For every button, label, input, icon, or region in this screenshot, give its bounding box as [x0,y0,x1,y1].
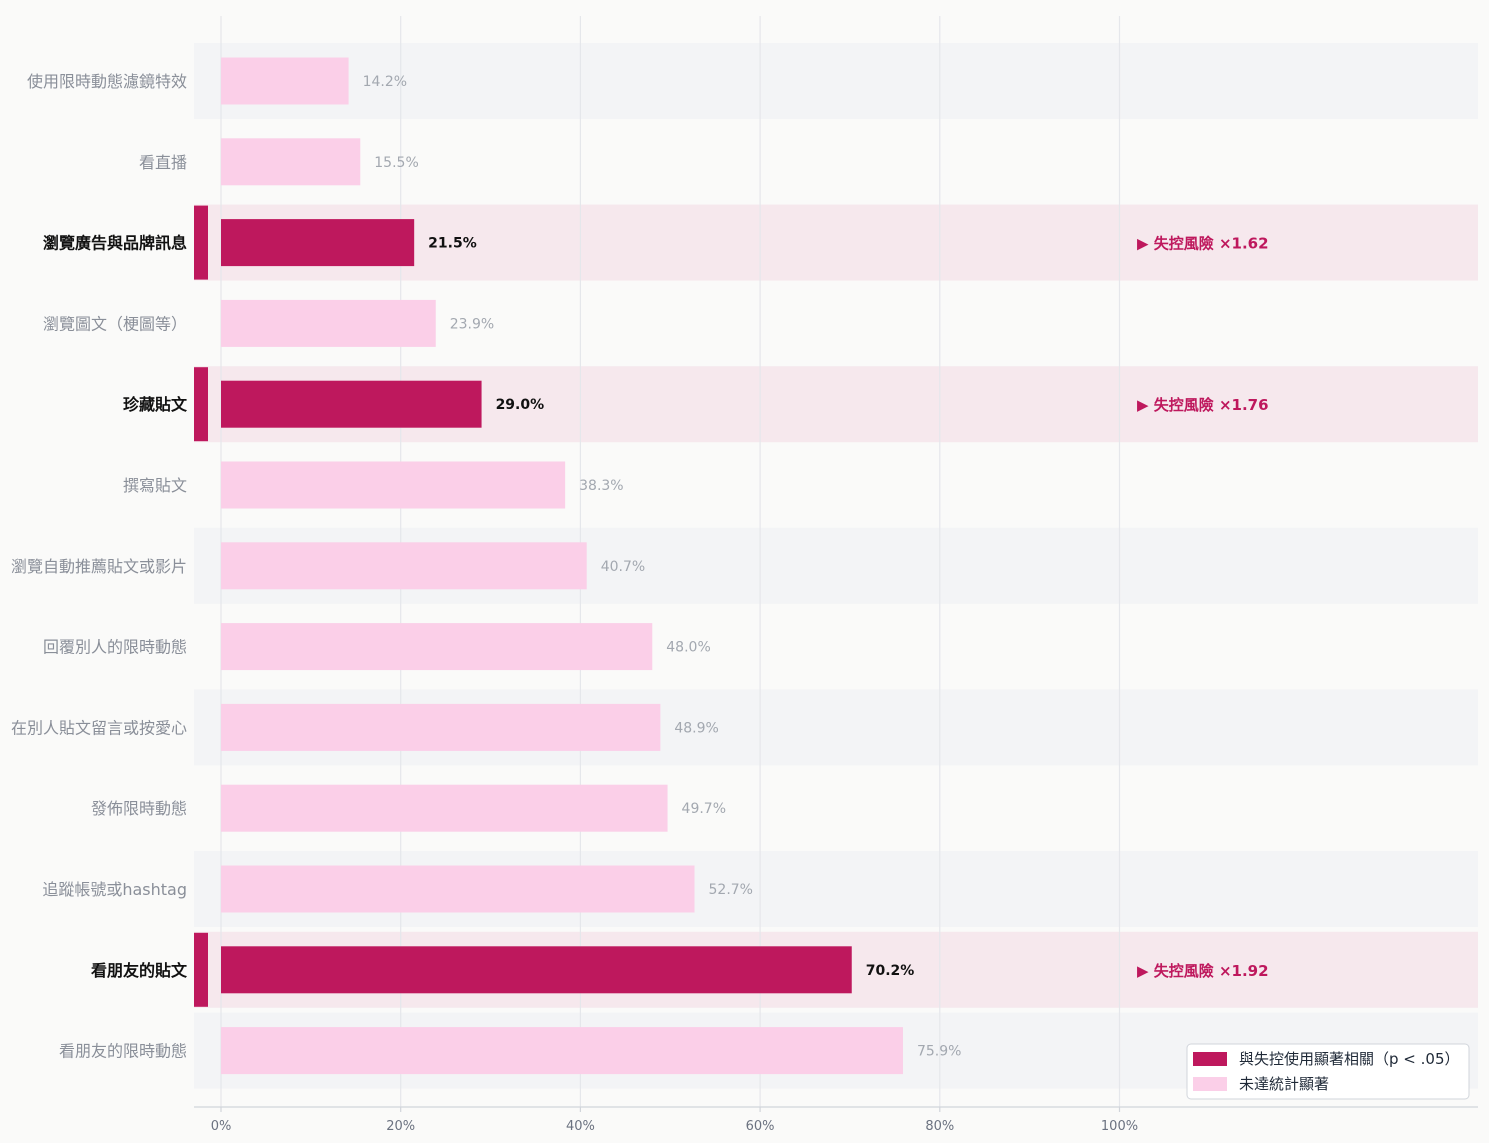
value-label: 29.0% [496,397,545,413]
category-label: 發佈限時動態 [91,799,187,818]
category-label: 在別人貼文留言或按愛心 [11,718,187,737]
value-label: 48.9% [674,720,718,736]
category-label: 追蹤帳號或hashtag [42,880,187,899]
bar [221,299,436,347]
bar [221,461,566,509]
value-label: 14.2% [363,74,407,90]
category-label: 瀏覽圖文（梗圖等） [43,314,187,333]
legend-swatch-significant [1193,1052,1227,1066]
bar [221,946,852,994]
category-label: 瀏覽自動推薦貼文或影片 [11,557,187,576]
legend-swatch-not-significant [1193,1077,1227,1091]
category-label: 撰寫貼文 [123,476,187,495]
value-label: 75.9% [917,1044,961,1060]
bar [221,138,361,186]
significance-marker [194,932,208,1007]
x-tick-label: 20% [386,1119,415,1134]
risk-annotation: ▶ 失控風險 ×1.62 [1137,235,1269,253]
category-label: 瀏覽廣告與品牌訊息 [43,234,187,253]
bars: 使用限時動態濾鏡特效 14.2% 看直播 15.5% 瀏覽廣告與品牌訊息 21.5% ▶ 失… [11,57,1269,1075]
category-label: 看朋友的限時動態 [59,1042,187,1061]
bar [221,703,661,751]
bar [221,623,653,671]
x-axis-ticks: 0% 20% 40% 60% 80% 100% [211,1107,1138,1134]
bar [221,380,482,428]
x-tick-label: 100% [1101,1119,1138,1134]
value-label: 48.0% [666,640,710,656]
value-label: 40.7% [601,559,645,575]
bar [221,784,668,832]
value-label: 21.5% [428,236,477,252]
bar [221,219,415,267]
x-tick-label: 80% [925,1119,954,1134]
legend-box [1186,1043,1470,1100]
significance-marker [194,367,208,442]
bar [221,865,695,913]
value-label: 23.9% [450,316,494,332]
bar [221,57,349,105]
bar [221,1027,903,1075]
risk-annotation: ▶ 失控風險 ×1.76 [1137,396,1269,414]
row-band [194,43,1478,119]
bar [221,542,587,590]
value-label: 52.7% [709,882,753,898]
x-tick-label: 40% [566,1119,595,1134]
category-label: 看朋友的貼文 [90,961,188,980]
legend: 與失控使用顯著相關（p < .05） 未達統計顯著 [1186,1043,1470,1100]
x-tick-label: 60% [746,1119,775,1134]
category-label: 使用限時動態濾鏡特效 [27,72,187,91]
value-label: 38.3% [579,478,623,494]
value-label: 15.5% [374,155,418,171]
legend-label-not-significant: 未達統計顯著 [1239,1075,1329,1093]
x-tick-label: 0% [211,1119,232,1134]
legend-label-significant: 與失控使用顯著相關（p < .05） [1239,1050,1459,1068]
significance-marker [194,205,208,280]
value-label: 49.7% [682,801,726,817]
category-label: 珍藏貼文 [123,395,188,414]
category-label: 回覆別人的限時動態 [43,638,187,657]
category-label: 看直播 [139,153,187,172]
value-label: 70.2% [866,963,915,979]
risk-annotation: ▶ 失控風險 ×1.92 [1137,962,1269,980]
